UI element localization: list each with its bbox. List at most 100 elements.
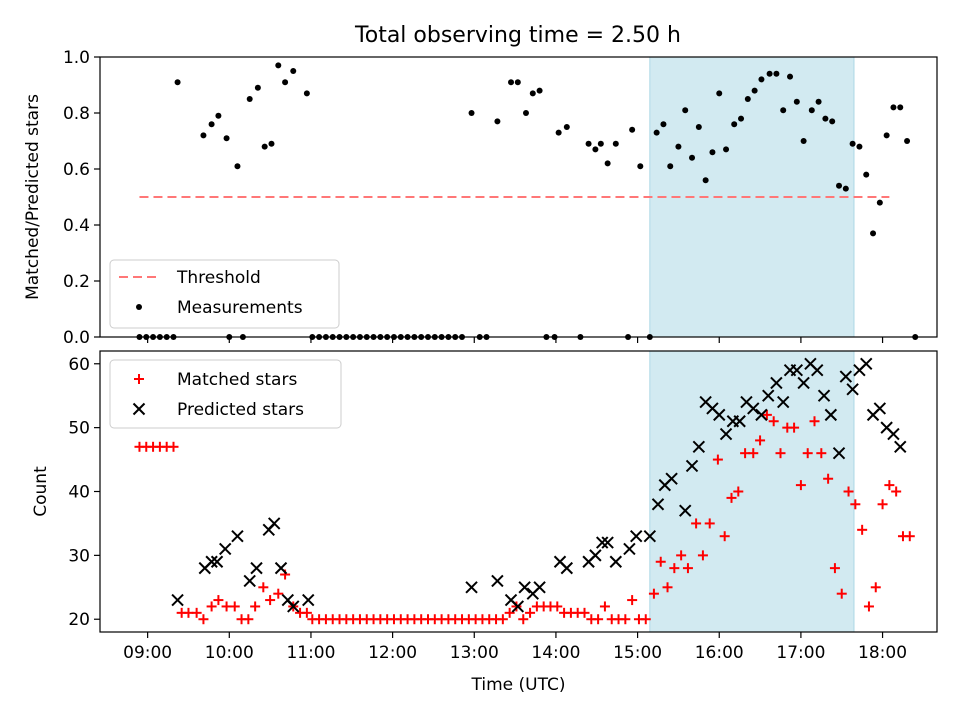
measurement-point [268, 140, 275, 147]
matched-star-point [697, 550, 708, 561]
measurement-point [787, 73, 794, 80]
measurement-point [883, 132, 890, 139]
legend-box [109, 259, 340, 329]
measurement-point [863, 171, 870, 178]
matched-star-point [789, 422, 800, 433]
predicted-star-point [274, 561, 288, 575]
x-tick-label: 09:00 [123, 643, 172, 663]
predicted-stars-points [171, 357, 907, 613]
measurement-point [234, 163, 241, 170]
matched-star-point [809, 416, 820, 427]
predicted-star-point [609, 555, 623, 568]
measurement-point [597, 140, 604, 147]
measurement-point [246, 96, 253, 102]
predicted-star-point [287, 600, 300, 613]
legend-measurements-swatch [136, 304, 142, 310]
predicted-star-point [589, 549, 602, 562]
measurement-point [682, 107, 689, 114]
matched-star-point [265, 595, 276, 606]
predicted-star-point [777, 395, 790, 409]
ratio-axes-frame [99, 56, 938, 338]
predicted-star-point [205, 555, 218, 568]
measurement-point [514, 79, 521, 86]
matched-star-point [250, 601, 261, 612]
legend-threshold-label: Threshold [176, 268, 261, 288]
predicted-star-point [250, 561, 263, 575]
observing-window-span [649, 350, 855, 633]
predicted-star-point [267, 517, 281, 530]
matched-star-point [748, 448, 759, 459]
measurement-point [766, 70, 773, 77]
ratio-y-ticks: 0.0 0.2 0.4 0.6 0.8 1.0 [63, 48, 100, 348]
predicted-star-point [601, 536, 614, 549]
measurement-point [629, 126, 636, 133]
measurement-point [275, 62, 282, 69]
matched-star-point [206, 601, 217, 612]
measurement-point [744, 96, 751, 102]
predicted-star-point [817, 389, 831, 402]
ratio-x-ticks [147, 337, 884, 343]
measurement-point [282, 79, 289, 86]
measurement-point [637, 163, 644, 170]
matched-star-point [816, 448, 827, 459]
predicted-star-point [846, 383, 859, 396]
measurement-point [529, 90, 536, 97]
legend-matched-swatch [134, 374, 144, 384]
matched-star-point [691, 518, 702, 529]
predicted-star-point [790, 363, 804, 377]
matched-star-point [755, 435, 766, 446]
measurement-point [522, 110, 529, 116]
measurement-point [494, 118, 501, 125]
predicted-star-point [770, 376, 783, 390]
predicted-star-point [643, 529, 657, 543]
measurement-point [870, 230, 877, 237]
predicted-star-point [797, 376, 810, 390]
ratio-panel: 0.0 0.2 0.4 0.6 0.8 1.0 Matched/Predicted sta… [23, 48, 938, 348]
matched-star-point [593, 614, 604, 625]
matched-star-point [655, 556, 666, 567]
measurement-point [751, 87, 758, 94]
measurement-point [709, 149, 716, 156]
x-tick-label: 12:00 [368, 643, 417, 663]
predicted-star-point [679, 504, 692, 517]
measurement-point [723, 146, 730, 153]
measurement-point [563, 124, 570, 130]
matched-star-point [301, 607, 312, 618]
matched-stars-points [134, 409, 915, 625]
measurement-point [585, 140, 592, 147]
x-tick-label: 16:00 [695, 643, 744, 663]
matched-star-point [599, 601, 610, 612]
measurement-point [800, 138, 807, 144]
measurement-point [604, 160, 611, 167]
measurement-point [200, 132, 207, 139]
x-tick-label: 17:00 [776, 643, 825, 663]
measurement-point [808, 107, 815, 114]
measurement-point [555, 129, 562, 136]
matched-star-point [704, 518, 715, 529]
matched-star-point [191, 607, 202, 618]
measurement-point [738, 115, 745, 122]
measurements-points [136, 62, 919, 340]
matched-star-point [243, 614, 254, 625]
legend-predicted-swatch [132, 402, 146, 416]
matched-star-point [850, 499, 861, 510]
measurement-point [468, 110, 475, 116]
predicted-star-point [692, 440, 706, 454]
measurement-point [793, 98, 800, 105]
y-tick-label: 0.4 [63, 216, 90, 236]
measurement-point [290, 68, 297, 74]
x-tick-label: 10:00 [205, 643, 254, 663]
matched-star-point [775, 448, 786, 459]
x-tick-label: 13:00 [450, 643, 499, 663]
count-panel: 20 30 40 50 60 09:00 10:00 11:00 12:00 13:00 14:0… [31, 350, 938, 695]
predicted-star-point [533, 581, 546, 594]
measurement-point [815, 98, 822, 105]
measurement-point [660, 121, 667, 128]
y-tick-label: 40 [68, 483, 90, 503]
matched-star-point [620, 614, 631, 625]
count-legend: Matched stars Predicted stars [109, 359, 342, 429]
y-tick-label: 1.0 [63, 48, 90, 68]
measurement-point [856, 143, 863, 150]
measurement-point [653, 129, 660, 136]
